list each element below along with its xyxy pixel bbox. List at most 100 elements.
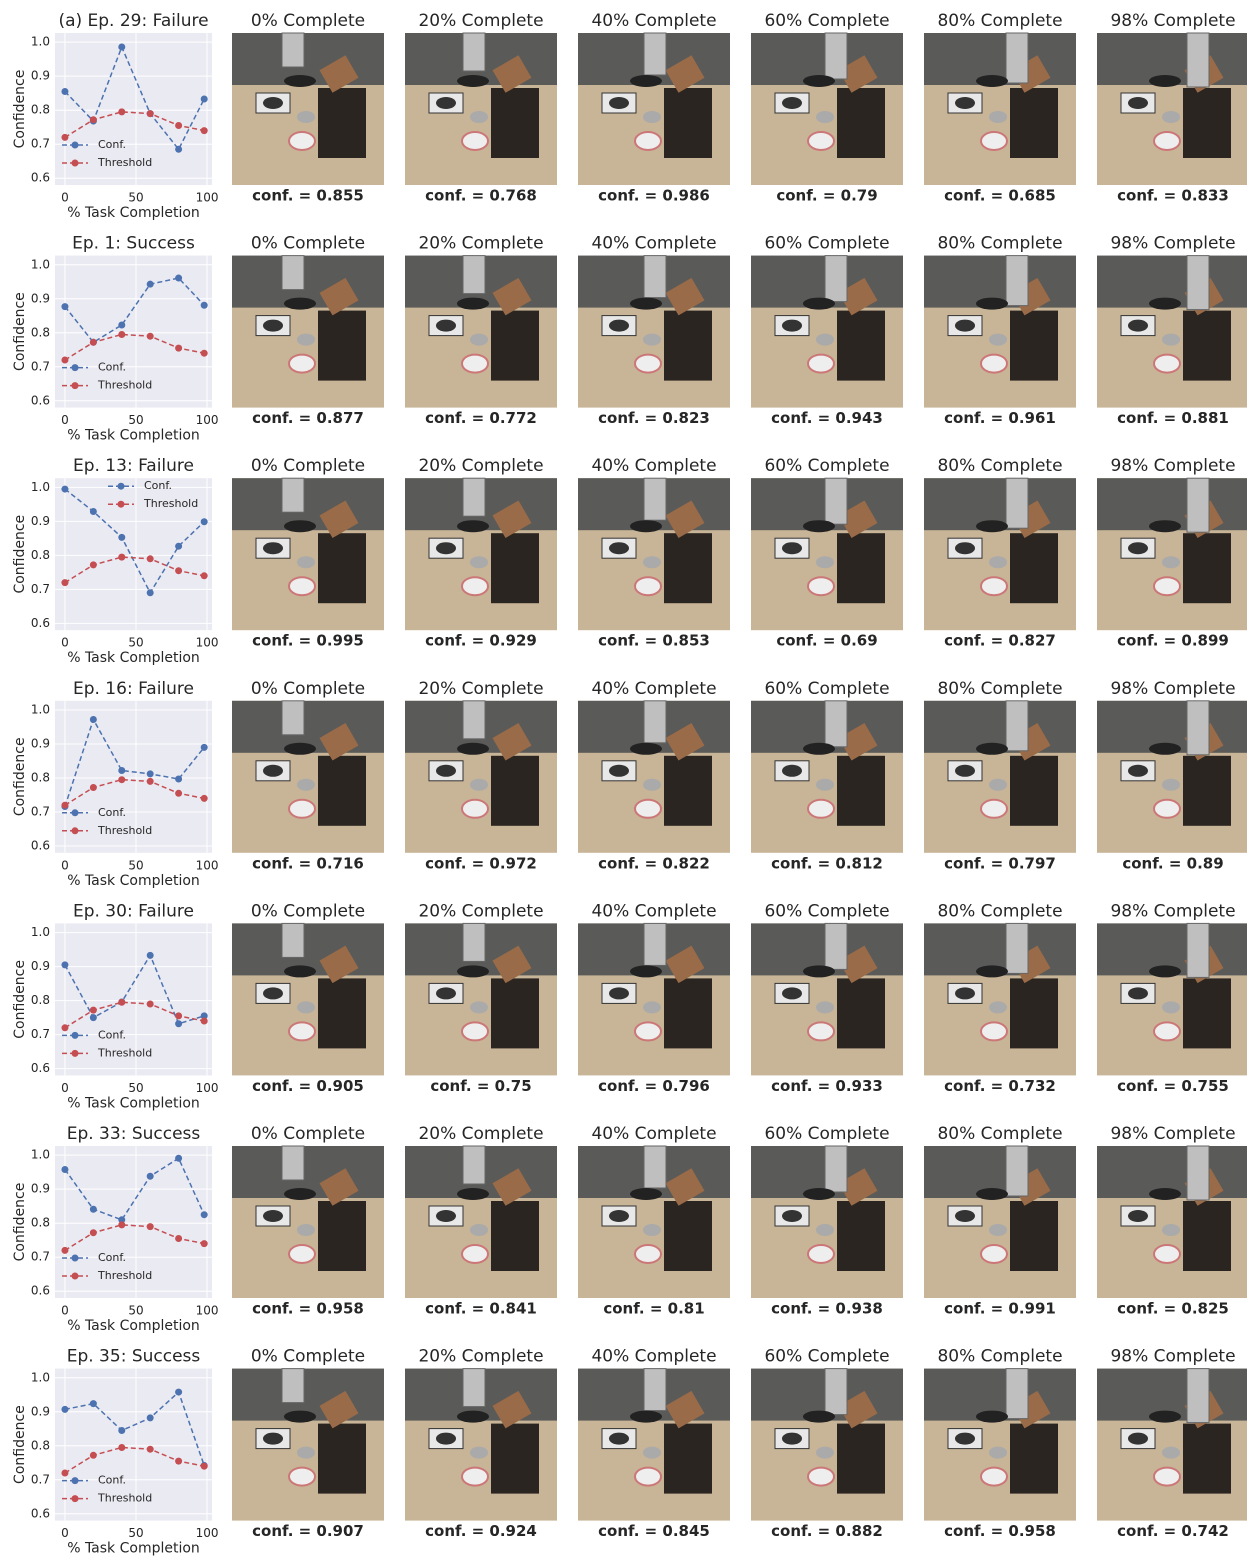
cabinet [1010,756,1058,826]
bowl [1162,111,1180,123]
cabinet [1183,88,1231,158]
bowl [643,779,661,791]
scene-image [405,1146,557,1298]
data-point [90,784,97,791]
cabinet [837,1424,885,1494]
legend-label: Threshold [97,1046,152,1059]
y-tick-label: 0.7 [31,1250,50,1264]
panel-title: 20% Complete [418,1124,543,1144]
y-tick-label: 0.9 [31,1404,50,1418]
robot-base [1149,965,1181,977]
bowl [470,556,488,568]
data-point [147,555,154,562]
y-tick-label: 0.8 [31,993,50,1007]
pan [263,987,283,999]
pan [782,1210,802,1222]
data-point [61,303,68,310]
scene-image [578,478,730,630]
data-point [147,589,154,596]
robot-arm [644,701,666,743]
robot-base [1149,1188,1181,1200]
robot-arm [1006,256,1028,306]
bowl [297,1447,315,1459]
pan [436,765,456,777]
robot-base [803,965,835,977]
data-point [118,321,125,328]
panel-title: 0% Complete [251,679,365,699]
bowl [470,334,488,346]
robot-arm [1187,1146,1209,1200]
robot-base [284,1188,316,1200]
data-point [90,116,97,123]
bowl [297,1224,315,1236]
bowl [470,1224,488,1236]
panel-title: 40% Complete [591,679,716,699]
plate [289,132,315,150]
cabinet [318,978,366,1048]
confidence-label: conf. = 0.899 [1117,632,1229,650]
scene-image [232,1146,384,1298]
y-axis-label: Confidence [12,1405,28,1484]
pan [1128,765,1148,777]
y-tick-label: 1.0 [31,925,50,939]
robot-arm [463,478,485,516]
data-point [201,1463,208,1470]
bowl [643,111,661,123]
confidence-label: conf. = 0.845 [598,1522,710,1540]
bowl [643,556,661,568]
panel-title: 40% Complete [591,1347,716,1367]
scene-image [1097,1369,1247,1521]
pan [955,542,975,554]
plate [981,132,1007,150]
cabinet [664,88,712,158]
x-tick-label: 100 [196,636,219,650]
pan [1128,97,1148,109]
bowl [297,1001,315,1013]
panel-title: 20% Complete [418,11,543,31]
robot-arm [1006,1369,1028,1419]
chart-title: Ep. 1: Success [72,234,195,254]
robot-arm [282,923,304,957]
cabinet [1010,88,1058,158]
x-tick-label: 0 [61,1304,69,1318]
x-axis-label: % Task Completion [67,873,200,889]
robot-arm [463,256,485,294]
panel-title: 98% Complete [1110,1124,1235,1144]
cabinet [491,88,539,158]
panel-title: 40% Complete [591,901,716,921]
robot-base [1149,1411,1181,1423]
robot-base [630,1411,662,1423]
x-axis-label: % Task Completion [67,1541,200,1557]
bowl [989,779,1007,791]
data-point [118,1427,125,1434]
plate [289,355,315,373]
data-point [61,1166,68,1173]
cabinet [664,978,712,1048]
bowl [816,1001,834,1013]
scene-image [751,1369,903,1521]
robot-base [976,75,1008,87]
pan [782,542,802,554]
scene-image [751,701,903,853]
scene-image [924,256,1076,408]
panel-title: 0% Complete [251,1347,365,1367]
data-point [90,1452,97,1459]
cabinet [1010,533,1058,603]
chart-title: Ep. 30: Failure [73,901,194,921]
data-point [147,281,154,288]
scene-image [924,1146,1076,1298]
data-point [175,1235,182,1242]
y-tick-label: 0.7 [31,1472,50,1486]
cabinet [318,1424,366,1494]
panel-title: 20% Complete [418,456,543,476]
bowl [297,334,315,346]
legend-marker [72,1050,79,1057]
bowl [470,779,488,791]
robot-base [284,743,316,755]
plate [462,800,488,818]
data-point [201,518,208,525]
data-point [147,1446,154,1453]
cabinet [1183,311,1231,381]
confidence-label: conf. = 0.853 [598,632,710,650]
confidence-label: conf. = 0.877 [252,409,364,427]
